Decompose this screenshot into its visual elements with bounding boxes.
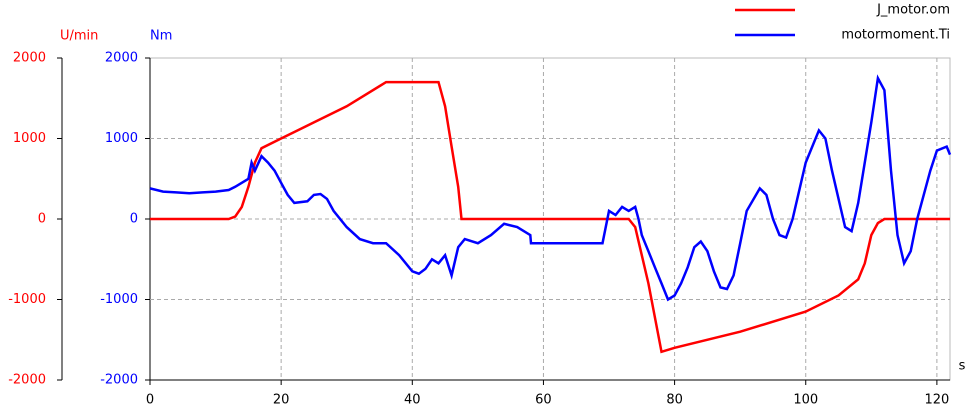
y-tick-label: 1000	[13, 131, 46, 146]
y2-tick-label: 1000	[105, 131, 138, 146]
legend-label: motormoment.Ti	[841, 28, 950, 43]
y2-tick-label: -2000	[100, 373, 138, 388]
x-tick-label: 20	[273, 393, 290, 408]
y-tick-label: -2000	[8, 373, 46, 388]
x-tick-label: 40	[404, 393, 421, 408]
y-axis-label: U/min	[60, 29, 98, 44]
y2-tick-label: -1000	[100, 292, 138, 307]
y2-axis-label: Nm	[150, 29, 172, 44]
x-tick-label: 60	[535, 393, 552, 408]
x-tick-label: 100	[793, 393, 818, 408]
series-line	[150, 80, 950, 354]
x-tick-label: 0	[146, 393, 154, 408]
series-line	[149, 74, 952, 302]
x-axis-label: s	[959, 359, 966, 374]
x-tick-label: 80	[666, 393, 683, 408]
y-tick-label: -1000	[8, 292, 46, 307]
x-tick-label: 120	[924, 393, 949, 408]
y2-tick-label: 0	[130, 212, 138, 227]
legend-label: J_motor.om	[876, 3, 950, 18]
y-tick-label: 2000	[13, 51, 46, 66]
y2-tick-label: 2000	[105, 51, 138, 66]
y-tick-label: 0	[38, 212, 46, 227]
